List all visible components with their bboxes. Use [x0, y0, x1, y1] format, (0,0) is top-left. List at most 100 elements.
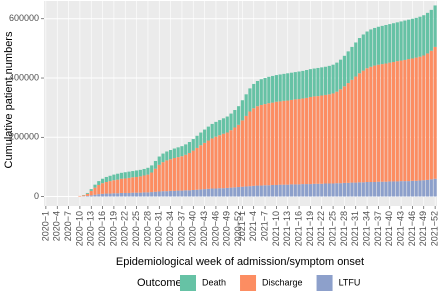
bar-segment — [123, 178, 127, 193]
bar-segment — [134, 176, 139, 193]
bar-segment — [350, 46, 354, 80]
bar-segment — [286, 184, 290, 197]
bar-segment — [331, 64, 335, 94]
bar-segment — [240, 120, 244, 187]
bar-segment — [380, 181, 384, 197]
bar-segment — [274, 101, 278, 185]
bar-segment — [271, 102, 275, 185]
x-tick-label: 2021−1 — [237, 211, 247, 241]
bar-segment — [380, 64, 384, 182]
bar-segment — [203, 189, 207, 197]
x-axis-title: Epidemiological week of admission/sympto… — [116, 256, 364, 268]
bar-segment — [165, 151, 169, 161]
bar-segment — [225, 132, 229, 188]
x-tick-label: 2020−34 — [165, 211, 175, 246]
bar-segment — [357, 182, 362, 197]
bar-segment — [376, 181, 381, 197]
bar-segment — [97, 181, 101, 185]
bar-segment — [206, 140, 210, 189]
legend-key — [240, 275, 257, 291]
bar-segment — [395, 61, 399, 182]
bar-segment — [384, 181, 388, 197]
bar-segment — [210, 188, 214, 197]
bar-segment — [361, 34, 365, 71]
bar-segment — [108, 193, 112, 197]
bar-segment — [342, 182, 347, 197]
bar-segment — [82, 195, 86, 197]
legend-label: LTFU — [339, 277, 361, 287]
x-tick-label: 2021−19 — [305, 211, 315, 246]
bar-segment — [425, 12, 430, 54]
bar-segment — [221, 133, 226, 189]
bar-segment — [361, 70, 365, 183]
bar-segment — [433, 178, 437, 197]
bar-segment — [221, 118, 226, 134]
bar-segment — [346, 83, 350, 183]
bar-segment — [308, 184, 312, 197]
bar-segment — [399, 60, 403, 182]
x-tick-label: 2021−40 — [384, 211, 394, 246]
bar-segment — [108, 175, 112, 182]
bar-segment — [433, 46, 437, 179]
bar-segment — [97, 194, 101, 197]
bar-segment — [180, 190, 184, 197]
bar-segment — [203, 129, 207, 143]
bar-segment — [206, 188, 210, 197]
bar-segment — [153, 191, 158, 197]
bar-segment — [410, 58, 415, 181]
bar-segment — [134, 170, 139, 177]
bar-segment — [104, 182, 108, 194]
bar-segment — [410, 18, 415, 59]
bar-segment — [89, 195, 93, 197]
bar-segment — [369, 29, 373, 67]
x-tick-label: 2020−52 — [233, 211, 243, 246]
bar-segment — [93, 187, 97, 195]
bar-segment — [104, 176, 108, 183]
bar-segment — [282, 73, 286, 101]
bar-segment — [323, 66, 328, 95]
bar-segment — [225, 187, 229, 197]
bar-segment — [422, 180, 426, 197]
bar-segment — [335, 62, 339, 92]
bar-segment — [316, 67, 320, 97]
bar-segment — [214, 136, 218, 189]
bar-segment — [157, 156, 161, 165]
bar-segment — [425, 179, 430, 197]
bar-segment — [354, 76, 358, 183]
x-tick-label: 2021−22 — [316, 211, 326, 246]
bar-segment — [354, 42, 358, 77]
bar-segment — [305, 184, 309, 197]
bar-segment — [123, 192, 127, 197]
bar-segment — [255, 80, 260, 107]
bar-segment — [116, 193, 120, 197]
bar-segment — [320, 67, 324, 96]
bar-segment — [407, 181, 411, 197]
bar-segment — [316, 96, 320, 184]
bar-segment — [206, 126, 210, 141]
bar-segment — [214, 121, 218, 137]
bar-segment — [131, 177, 135, 193]
bar-segment — [100, 178, 105, 184]
x-tick-label: 2020−13 — [86, 211, 96, 246]
x-tick-label: 2020−28 — [142, 211, 152, 246]
x-tick-label: 2020−40 — [188, 211, 198, 246]
x-tick-label: 2021−34 — [361, 211, 371, 246]
bar-segment — [142, 175, 146, 193]
bar-segment — [97, 184, 101, 195]
bar-segment — [93, 184, 97, 188]
bar-segment — [293, 72, 297, 100]
x-tick-label: 2021−13 — [282, 211, 292, 246]
bar-segment — [210, 123, 214, 139]
bar-segment — [195, 189, 199, 197]
bar-segment — [191, 139, 195, 151]
bar-segment — [399, 21, 403, 61]
bar-segment — [282, 100, 286, 185]
bar-segment — [323, 183, 328, 197]
bar-segment — [233, 127, 237, 188]
bar-segment — [399, 181, 403, 197]
bar-segment — [116, 179, 120, 194]
bar-segment — [418, 16, 422, 57]
bar-segment — [354, 182, 358, 197]
bar-segment — [172, 148, 176, 159]
bar-segment — [297, 71, 301, 100]
